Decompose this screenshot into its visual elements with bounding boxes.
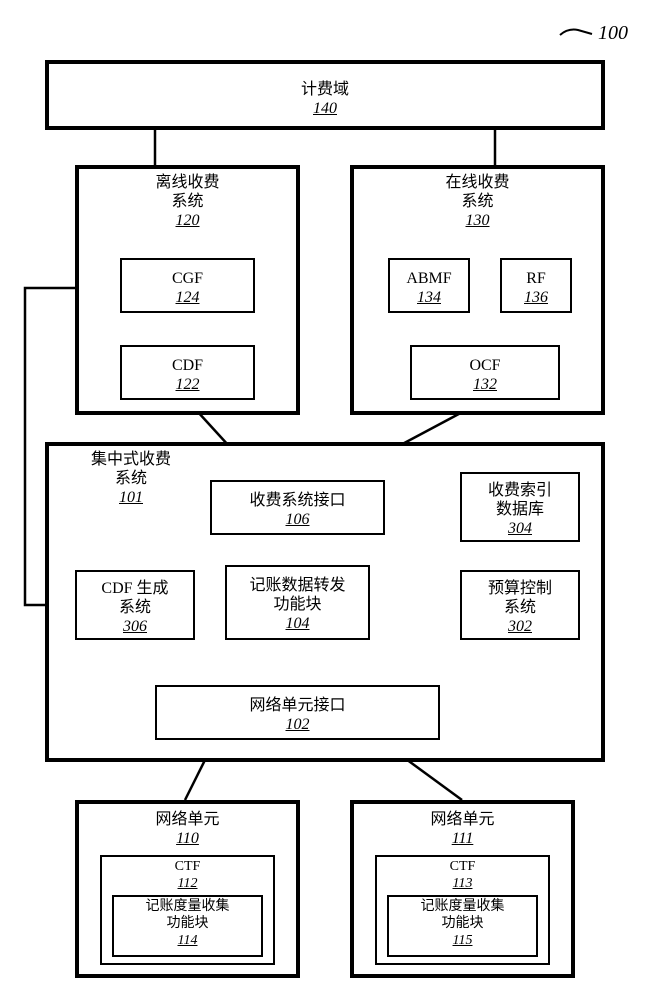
ne_if-num: 102 xyxy=(157,715,438,734)
ne1-num: 110 xyxy=(79,829,296,848)
budget-box: 预算控制系统302 xyxy=(460,570,580,640)
figure-ref: 100 xyxy=(598,22,628,45)
index_db-num: 304 xyxy=(462,519,578,538)
cdf-label: CDF122 xyxy=(122,356,253,394)
central_sys-num: 101 xyxy=(61,488,201,507)
charging_if-box: 收费系统接口106 xyxy=(210,480,385,535)
charging_if-label: 收费系统接口106 xyxy=(212,491,383,529)
budget-num: 302 xyxy=(462,617,578,636)
index_db-box: 收费索引数据库304 xyxy=(460,472,580,542)
cgf-label: CGF124 xyxy=(122,269,253,307)
cgf-num: 124 xyxy=(122,288,253,307)
ne_if-label: 网络单元接口102 xyxy=(157,696,438,734)
rf-box: RF136 xyxy=(500,258,572,313)
budget-label: 预算控制系统302 xyxy=(462,579,578,637)
rf-num: 136 xyxy=(502,288,570,307)
abmf-label: ABMF134 xyxy=(390,269,468,307)
billing_domain-box: 计费域140 xyxy=(45,60,605,130)
offline_sys-label: 离线收费系统120 xyxy=(79,173,296,231)
ocf-label: OCF132 xyxy=(412,356,558,394)
ne2-num: 111 xyxy=(354,829,571,848)
ne_if-box: 网络单元接口102 xyxy=(155,685,440,740)
ctf2-label: CTF113 xyxy=(377,859,548,893)
cdf-num: 122 xyxy=(122,375,253,394)
central_sys-label: 集中式收费系统101 xyxy=(61,450,201,508)
abmf-box: ABMF134 xyxy=(388,258,470,313)
acct_fwd-box: 记账数据转发功能块104 xyxy=(225,565,370,640)
cdf-box: CDF122 xyxy=(120,345,255,400)
online_sys-label: 在线收费系统130 xyxy=(354,173,601,231)
metric1-box: 记账度量收集功能块114 xyxy=(112,895,263,957)
offline_sys-num: 120 xyxy=(79,211,296,230)
online_sys-num: 130 xyxy=(354,211,601,230)
ocf-num: 132 xyxy=(412,375,558,394)
rf-label: RF136 xyxy=(502,269,570,307)
acct_fwd-num: 104 xyxy=(227,614,368,633)
metric2-label: 记账度量收集功能块115 xyxy=(389,899,536,949)
billing_domain-label: 计费域140 xyxy=(49,80,601,118)
cdf_gen-label: CDF 生成系统306 xyxy=(77,579,193,637)
index_db-label: 收费索引数据库304 xyxy=(462,481,578,539)
metric1-num: 114 xyxy=(114,933,261,950)
cdf_gen-box: CDF 生成系统306 xyxy=(75,570,195,640)
metric2-box: 记账度量收集功能块115 xyxy=(387,895,538,957)
ne2-label: 网络单元111 xyxy=(354,810,571,848)
metric2-num: 115 xyxy=(389,933,536,950)
ctf1-label: CTF112 xyxy=(102,859,273,893)
charging_if-num: 106 xyxy=(212,510,383,529)
ne1-label: 网络单元110 xyxy=(79,810,296,848)
abmf-num: 134 xyxy=(390,288,468,307)
acct_fwd-label: 记账数据转发功能块104 xyxy=(227,576,368,634)
ctf1-num: 112 xyxy=(102,876,273,893)
cdf_gen-num: 306 xyxy=(77,617,193,636)
ocf-box: OCF132 xyxy=(410,345,560,400)
metric1-label: 记账度量收集功能块114 xyxy=(114,899,261,949)
billing_domain-num: 140 xyxy=(49,99,601,118)
cgf-box: CGF124 xyxy=(120,258,255,313)
ctf2-num: 113 xyxy=(377,876,548,893)
